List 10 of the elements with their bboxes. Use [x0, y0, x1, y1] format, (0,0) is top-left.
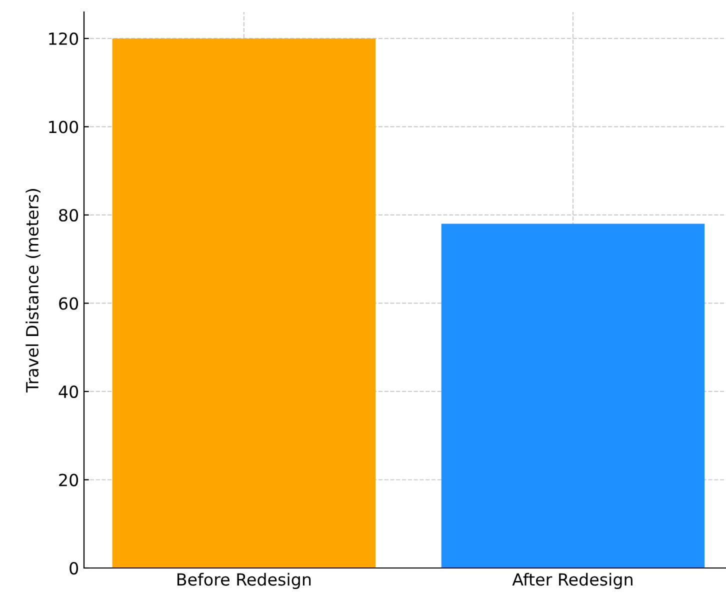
y-tick-label: 100 [49, 120, 78, 134]
y-tick-label: 120 [49, 32, 78, 46]
y-tick-label: 0 [70, 562, 78, 575]
y-tick-label: 20 [59, 474, 78, 486]
y-tick-label: 60 [59, 297, 78, 310]
x-tick-label: After Redesign [512, 572, 632, 589]
y-axis-title: Travel Distance (meters) [26, 189, 41, 392]
x-tick-label: Before Redesign [177, 572, 311, 589]
y-tick-label: 40 [58, 385, 78, 398]
y-tick-label: 80 [59, 208, 78, 222]
